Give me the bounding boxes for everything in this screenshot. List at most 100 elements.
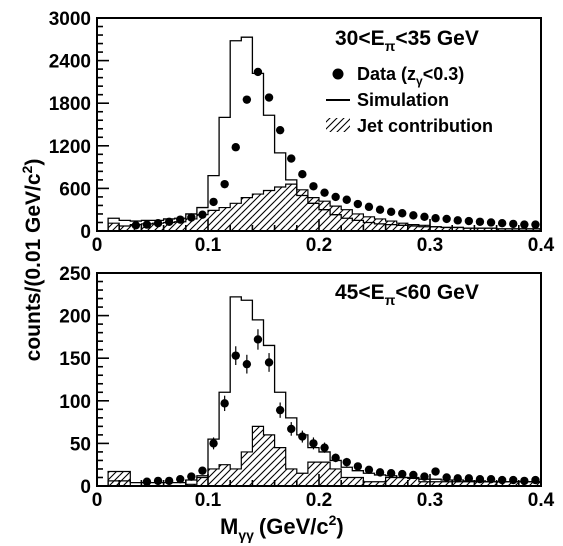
legend-jet-marker — [326, 118, 350, 132]
bottom-data-point — [486, 474, 496, 484]
bottom-jet-bar — [274, 447, 286, 486]
legend-data-label: Data (zγ<0.3) — [357, 64, 464, 88]
top-data-point — [176, 215, 185, 224]
top-jet-bar — [119, 226, 131, 231]
bottom-jet-bar — [363, 481, 375, 486]
top-jet-bar — [507, 228, 519, 231]
top-data-point — [209, 197, 218, 207]
legend: Data (zγ<0.3) Simulation Jet contributio… — [326, 64, 493, 136]
top-data-point — [187, 213, 196, 222]
bottom-data-point — [420, 472, 429, 481]
top-jet-bar — [441, 227, 453, 231]
top-jet-bar — [352, 213, 364, 231]
bottom-data-point — [264, 358, 274, 367]
top-data-point — [520, 220, 529, 229]
bottom-jet-bar — [252, 426, 264, 486]
top-jet-bar — [430, 226, 442, 231]
top-panel: 0 600 1200 1800 2400 3000 0 0.1 0.2 0.3 0.4 — [49, 9, 555, 256]
bottom-data-point — [342, 457, 351, 467]
bottom-jet-bar — [307, 462, 319, 486]
top-data-point — [364, 202, 374, 212]
bottom-data-point — [431, 467, 440, 476]
bottom-jet-bar — [463, 481, 475, 486]
bottom-data-point — [386, 469, 396, 478]
top-panel-annotation: 30<Eπ<35 GeV — [335, 27, 479, 54]
bottom-data-point — [242, 359, 252, 369]
bottom-simulation-line — [107, 296, 542, 486]
top-jet-bar — [330, 206, 342, 231]
top-jet-bar — [296, 189, 308, 231]
top-jet-bar — [407, 224, 419, 231]
top-data-point — [453, 216, 462, 225]
bottom-panel: 0 50 100 150 200 250 0 0.1 0.2 0.3 0.4 — [59, 264, 554, 511]
bottom-jet-bar — [119, 471, 131, 486]
bottom-data-point — [298, 432, 307, 441]
top-y-tick-label: 2400 — [49, 52, 91, 73]
top-jet-bar — [263, 190, 275, 231]
bottom-y-tick-label: 150 — [59, 349, 91, 370]
legend-data-marker — [332, 68, 344, 80]
bottom-data-point — [176, 474, 185, 484]
bottom-x-tick-label: 0 — [92, 490, 103, 511]
bottom-data-point — [442, 473, 451, 482]
top-jet-bar — [185, 218, 197, 231]
top-jet-bar — [307, 197, 319, 231]
top-y-tick-label: 3000 — [49, 9, 91, 30]
top-data-point — [475, 217, 485, 226]
bottom-data-point — [320, 443, 329, 452]
bottom-jet-bar — [285, 468, 297, 486]
top-data-point — [375, 205, 385, 214]
bottom-data-point — [531, 475, 540, 485]
top-simulation-line — [107, 36, 542, 231]
bottom-data-point — [153, 476, 163, 486]
top-jet-bar — [485, 228, 497, 231]
top-jet-bar — [319, 201, 331, 231]
bottom-jet-bar — [396, 477, 408, 486]
top-jet-bar — [196, 214, 208, 231]
bottom-data-point — [198, 466, 207, 475]
bottom-y-tick-label: 50 — [70, 434, 91, 455]
top-jet-bar — [463, 228, 475, 231]
top-jet-bar — [174, 221, 186, 231]
top-data-point — [398, 209, 407, 218]
bottom-y-tick-label: 100 — [59, 392, 91, 413]
top-data-point — [331, 192, 340, 202]
top-jet-bar — [385, 221, 397, 231]
bottom-x-tick-label: 0.1 — [195, 490, 222, 511]
bottom-data-point — [220, 399, 229, 408]
bottom-plot-frame — [96, 272, 542, 487]
bottom-data-point — [287, 424, 296, 434]
bottom-jet-bar — [407, 477, 419, 486]
bottom-jet-bar — [108, 471, 120, 486]
bottom-data-point — [475, 474, 485, 484]
bottom-x-tick-label: 0.4 — [528, 490, 555, 511]
top-data-point — [220, 179, 229, 189]
top-data-point — [486, 218, 496, 227]
bottom-jet-bar — [341, 477, 353, 486]
top-y-tick-label: 0 — [80, 222, 91, 243]
top-x-tick-label: 0.3 — [417, 235, 443, 256]
top-jet-bar — [208, 210, 220, 231]
bottom-jet-bar — [474, 481, 486, 486]
top-data-point — [497, 218, 507, 228]
top-x-tick-label: 0.4 — [528, 235, 555, 256]
bottom-data-point — [231, 351, 240, 360]
top-data-point — [131, 221, 141, 230]
bottom-data-point — [309, 439, 318, 448]
top-data-point — [287, 154, 296, 163]
bottom-data-point — [398, 469, 407, 479]
bottom-data-point — [464, 474, 474, 483]
bottom-data-point — [331, 453, 340, 463]
y-axis-label: counts/(0.01 GeV/c2) — [19, 159, 45, 362]
bottom-data-point — [164, 476, 174, 486]
top-jet-bar — [363, 216, 375, 231]
top-data-point — [464, 216, 474, 226]
top-jet-bar — [418, 225, 430, 231]
bottom-jet-bar — [241, 451, 253, 486]
bottom-jet-bar — [296, 473, 308, 486]
top-jet-bar — [374, 218, 386, 231]
bottom-data-point — [509, 475, 518, 485]
top-jet-bar — [285, 184, 297, 231]
top-data-point — [164, 217, 174, 226]
bottom-data-point — [209, 439, 218, 448]
